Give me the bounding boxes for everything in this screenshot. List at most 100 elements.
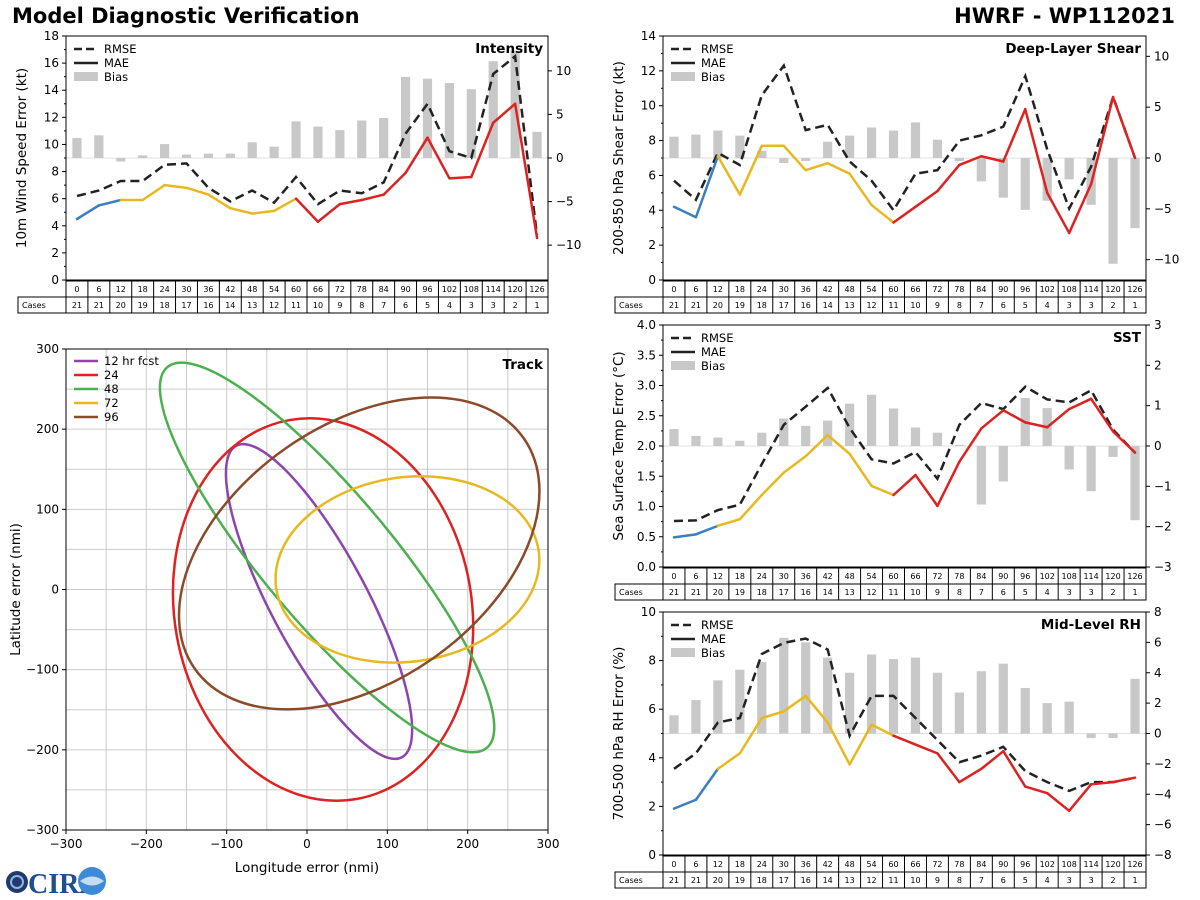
- cases-cell: 21: [691, 301, 701, 310]
- lead-hour-cell: 66: [910, 285, 920, 294]
- cases-cell: 8: [957, 588, 962, 597]
- bias-bar: [291, 121, 301, 158]
- cases-cell: 7: [979, 588, 984, 597]
- cases-cell: 14: [225, 301, 235, 310]
- cases-cell: 4: [1045, 588, 1050, 597]
- y2-tick-label: 4: [1154, 666, 1162, 680]
- lead-hour-cell: 0: [671, 572, 676, 581]
- bias-bar: [159, 144, 170, 158]
- y-tick-label: 0: [51, 273, 59, 287]
- cases-cell: 19: [138, 301, 148, 310]
- y-tick-label: 4: [51, 219, 59, 233]
- cases-cell: 4: [1045, 876, 1050, 885]
- bias-bar: [1108, 158, 1118, 264]
- cases-cell: 10: [910, 301, 920, 310]
- lead-hour-cell: 0: [671, 285, 676, 294]
- bias-bar: [422, 78, 433, 158]
- y-tick-label: 8: [51, 165, 59, 179]
- lead-hour-cell: 48: [845, 860, 855, 869]
- mae-segment: [870, 484, 895, 497]
- mae-segment: [382, 171, 407, 196]
- mae-segment: [848, 723, 873, 766]
- mae-segment: [1002, 107, 1027, 163]
- y-tick-label: 2: [648, 238, 656, 252]
- lead-hour-cell: 126: [1127, 860, 1142, 869]
- mae-segment: [826, 161, 851, 175]
- cases-cell: 8: [359, 301, 364, 310]
- lead-hour-cell: 84: [976, 860, 986, 869]
- y2-tick-label: −4: [1154, 787, 1172, 801]
- cases-cell: 19: [735, 876, 745, 885]
- lead-hour-cell: 66: [910, 860, 920, 869]
- bias-bar: [954, 444, 964, 446]
- lead-hour-cell: 96: [1020, 860, 1030, 869]
- bias-bar: [335, 130, 345, 158]
- cases-cell: 10: [910, 588, 920, 597]
- cases-cell: 7: [979, 876, 984, 885]
- y-axis-label: Latitude error (nmi): [8, 523, 24, 656]
- lead-hour-cell: 114: [1083, 572, 1098, 581]
- y-axis-label: Sea Surface Temp Error (°C): [611, 351, 627, 540]
- cases-cell: 14: [823, 876, 833, 885]
- lead-hour-cell: 120: [1105, 860, 1120, 869]
- y-tick-label: 6: [648, 168, 656, 182]
- lead-hour-cell: 102: [1040, 285, 1055, 294]
- mae-segment: [914, 743, 939, 755]
- y2-tick-label: 2: [1154, 696, 1162, 710]
- bias-bar: [998, 446, 1008, 482]
- lead-hour-cell: 30: [779, 572, 789, 581]
- mae-segment: [694, 767, 720, 802]
- mae-segment: [1067, 397, 1093, 411]
- mae-segment: [716, 155, 742, 196]
- cases-cell: 16: [203, 301, 213, 310]
- mae-segment: [1111, 95, 1137, 160]
- bias-bar: [466, 89, 476, 158]
- cases-table-sst: Cases02162112201819241830173616421448135…: [614, 567, 1147, 601]
- lead-hour-cell: 78: [954, 285, 964, 294]
- y-tick-label: 8: [648, 654, 656, 668]
- mae-segment: [892, 734, 917, 746]
- cases-cell: 4: [447, 301, 452, 310]
- cases-cell: 3: [1067, 301, 1072, 310]
- cases-cell: 8: [957, 876, 962, 885]
- bias-bar: [1108, 733, 1118, 739]
- lead-hour-cell: 30: [779, 285, 789, 294]
- panel-shear: 0 2 4 6 8 10 12 14 −10 −5 0 5 10 200-850 hPa Shear Er…: [611, 29, 1179, 287]
- y-tick-label: 16: [44, 56, 59, 70]
- y2-tick-label: −3: [1154, 560, 1172, 574]
- lead-hour-cell: 24: [159, 285, 169, 294]
- mae-segment: [980, 409, 1005, 430]
- y-tick-label: 14: [44, 83, 59, 97]
- lead-hour-cell: 114: [1083, 285, 1098, 294]
- y-tick-label: −100: [26, 663, 59, 677]
- mae-segment: [426, 136, 451, 180]
- y-tick-label: 3.5: [637, 348, 656, 362]
- mae-segment: [163, 183, 188, 190]
- mae-segment: [1045, 191, 1071, 235]
- bias-bar: [845, 672, 855, 734]
- mae-segment: [914, 189, 939, 209]
- cases-cell: 9: [935, 876, 940, 885]
- bias-bar: [735, 440, 745, 446]
- lead-hour-cell: 18: [735, 860, 745, 869]
- cases-cell: 21: [669, 588, 679, 597]
- bias-bar: [116, 158, 126, 162]
- logo-globe-icon: [6, 871, 28, 893]
- mae-segment: [185, 186, 210, 196]
- mae-segment: [141, 183, 166, 202]
- bias-bar: [1042, 158, 1052, 201]
- cases-cell: 5: [1023, 876, 1028, 885]
- mae-segment: [97, 198, 123, 207]
- bias-bar: [444, 83, 455, 158]
- panel-title: SST: [1113, 330, 1142, 346]
- lead-hour-cell: 48: [845, 572, 855, 581]
- legend-bias-swatch: [671, 361, 695, 370]
- bias-bar: [669, 429, 679, 446]
- cases-cell: 17: [779, 876, 789, 885]
- cases-cell: 5: [1023, 588, 1028, 597]
- bias-bar: [1130, 678, 1140, 734]
- bias-bar: [757, 150, 767, 158]
- mae-segment: [1089, 397, 1115, 433]
- cases-cell: 3: [1089, 876, 1094, 885]
